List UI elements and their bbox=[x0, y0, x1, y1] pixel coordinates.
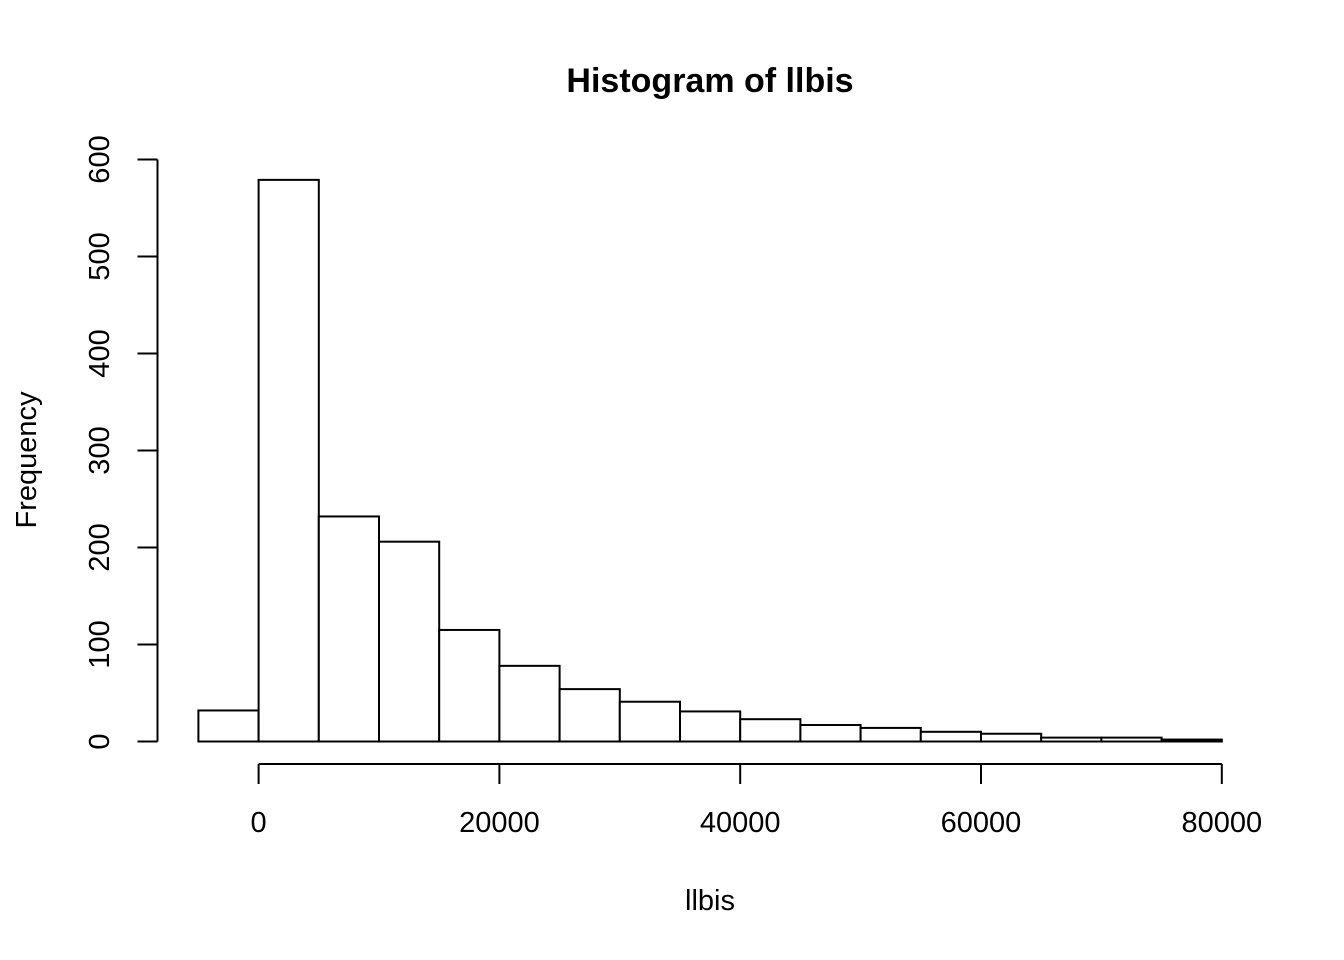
y-tick-label: 100 bbox=[84, 620, 116, 668]
y-axis: 0 100 200 300 400 500 600 bbox=[84, 135, 159, 750]
histogram-bar bbox=[799, 724, 862, 743]
y-tick-label: 400 bbox=[84, 329, 116, 377]
x-tick-label: 20000 bbox=[459, 807, 540, 839]
histogram-bar bbox=[1040, 736, 1103, 743]
chart-title: Histogram of llbis bbox=[566, 62, 853, 100]
histogram-bar bbox=[1160, 738, 1223, 743]
histogram-bar bbox=[919, 730, 982, 743]
y-tick-label: 600 bbox=[84, 135, 116, 183]
y-tick-label: 0 bbox=[84, 733, 116, 749]
histogram-bar bbox=[197, 709, 260, 743]
y-axis-label: Frequency bbox=[11, 391, 43, 529]
histogram-bar bbox=[498, 664, 561, 743]
y-tick-label: 500 bbox=[84, 232, 116, 280]
histogram-bar bbox=[317, 515, 380, 743]
x-tick-label: 80000 bbox=[1181, 807, 1262, 839]
x-tick-label: 60000 bbox=[941, 807, 1022, 839]
histogram-bar bbox=[257, 178, 320, 743]
x-tick-label: 0 bbox=[251, 807, 267, 839]
histogram-bar bbox=[618, 700, 681, 743]
histogram-bar bbox=[1100, 736, 1163, 743]
x-tick-label: 40000 bbox=[700, 807, 781, 839]
y-tick-label: 200 bbox=[84, 523, 116, 571]
histogram-bar bbox=[378, 540, 441, 743]
histogram-bar bbox=[980, 732, 1043, 743]
histogram-bar bbox=[739, 718, 802, 743]
y-tick-label: 300 bbox=[84, 426, 116, 474]
histogram-bar bbox=[438, 628, 501, 743]
x-axis-label: llbis bbox=[685, 885, 735, 917]
bars-group bbox=[197, 178, 1223, 743]
histogram-bar bbox=[558, 688, 621, 743]
histogram-bar bbox=[859, 726, 922, 743]
histogram-bar bbox=[679, 710, 742, 743]
x-axis: 0 20000 40000 60000 80000 bbox=[251, 763, 1262, 839]
